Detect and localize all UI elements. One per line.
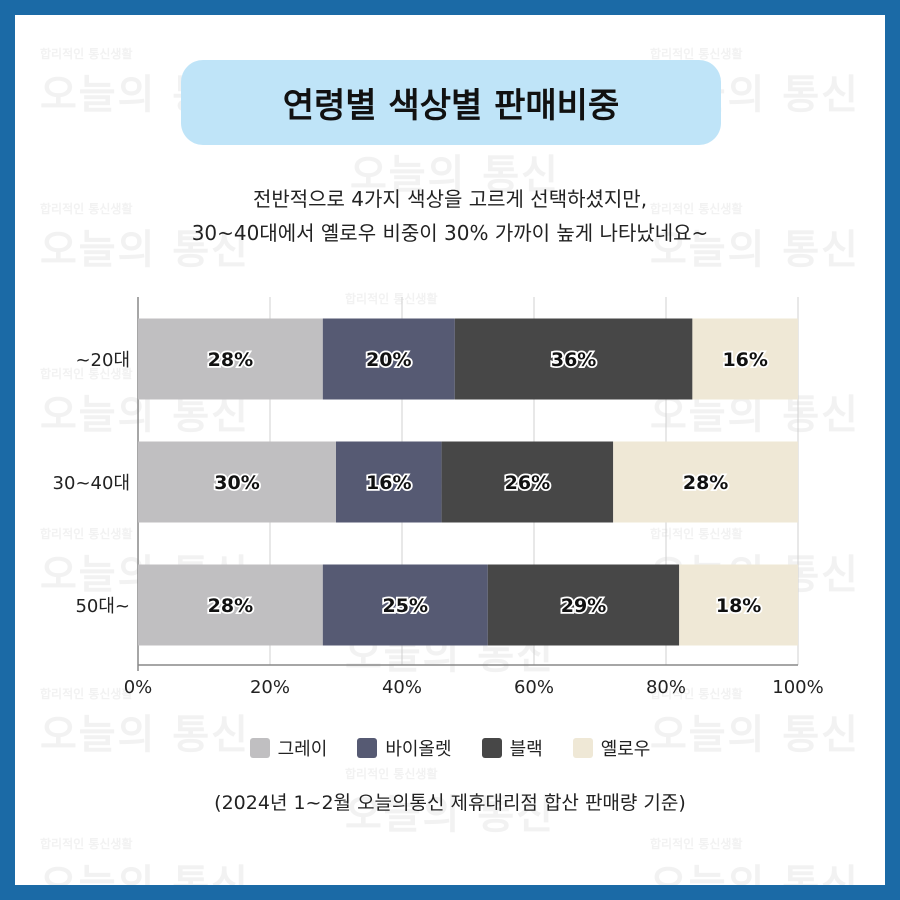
watermark-big-text: 오늘의 통신 bbox=[40, 862, 250, 885]
bar-data-label: 28% bbox=[208, 595, 253, 617]
watermark-small-text: 합리적인 통신생활 bbox=[650, 837, 743, 851]
x-tick-label: 80% bbox=[646, 677, 686, 698]
bar-data-label: 30% bbox=[214, 472, 259, 494]
bar-segment bbox=[692, 318, 798, 400]
bar-data-label: 36% bbox=[551, 349, 596, 371]
x-tick-label: 60% bbox=[514, 677, 554, 698]
bar-data-label: 26% bbox=[505, 472, 550, 494]
bar-segment bbox=[138, 318, 323, 400]
legend-swatch bbox=[572, 738, 593, 758]
bar-segment bbox=[487, 564, 680, 646]
page-title: 연령별 색상별 판매비중 bbox=[282, 86, 620, 126]
legend-item: 블랙 bbox=[481, 735, 543, 761]
bar-segment bbox=[441, 441, 614, 523]
bar-data-label: 20% bbox=[366, 349, 411, 371]
legend-label: 옐로우 bbox=[600, 739, 651, 760]
bar-data-label: 28% bbox=[208, 349, 253, 371]
bar-data-label: 16% bbox=[366, 472, 411, 494]
title-banner: 연령별 색상별 판매비중 bbox=[181, 60, 721, 145]
legend-swatch bbox=[481, 738, 502, 758]
subtitle-line-1: 전반적으로 4가지 색상을 고르게 선택하셨지만, bbox=[252, 187, 648, 211]
legend-swatch bbox=[249, 738, 270, 758]
legend-label: 그레이 bbox=[277, 739, 328, 760]
legend-label: 블랙 bbox=[509, 739, 543, 760]
bar-segment bbox=[138, 441, 336, 523]
watermark-big-text: 오늘의 통신 bbox=[650, 862, 860, 885]
watermark-small-text: 합리적인 통신생활 bbox=[345, 767, 438, 781]
watermark-small-text: 합리적인 통신생활 bbox=[40, 837, 133, 851]
bar-data-label: 28% bbox=[683, 472, 728, 494]
y-tick-label: 50대~ bbox=[75, 596, 130, 617]
stacked-bar-chart: 28% 20% 36% 16% ~20대 30% 16% 26% 28% 30~40대 28% 25%… bbox=[53, 297, 824, 698]
bar-data-label: 25% bbox=[383, 595, 428, 617]
legend-item: 그레이 bbox=[249, 735, 328, 761]
bar-segment bbox=[679, 564, 798, 646]
x-tick-label: 100% bbox=[772, 677, 823, 698]
bar-segment bbox=[138, 564, 323, 646]
x-tick-label: 0% bbox=[124, 677, 153, 698]
bar-data-label: 16% bbox=[722, 349, 767, 371]
bar-segment bbox=[613, 441, 798, 523]
bar-segment bbox=[322, 564, 488, 646]
legend-item: 바이올렛 bbox=[357, 735, 452, 761]
subtitle-line-2: 30~40대에서 옐로우 비중이 30% 가까이 높게 나타났네요~ bbox=[191, 221, 709, 245]
legend-label: 바이올렛 bbox=[385, 739, 452, 760]
y-tick-label: 30~40대 bbox=[53, 473, 130, 494]
legend-item: 옐로우 bbox=[572, 735, 651, 761]
bar-segment bbox=[322, 318, 455, 400]
chart-legend: 그레이 바이올렛 블랙 옐로우 bbox=[15, 735, 885, 761]
y-tick-label: ~20대 bbox=[75, 350, 130, 371]
bar-data-label: 29% bbox=[561, 595, 606, 617]
bar-data-label: 18% bbox=[716, 595, 761, 617]
bar-segment bbox=[454, 318, 693, 400]
legend-swatch bbox=[357, 738, 378, 758]
x-tick-label: 40% bbox=[382, 677, 422, 698]
footnote: (2024년 1~2월 오늘의통신 제휴대리점 합산 판매량 기준) bbox=[214, 792, 686, 814]
bar-segment bbox=[336, 441, 442, 523]
x-tick-label: 20% bbox=[250, 677, 290, 698]
